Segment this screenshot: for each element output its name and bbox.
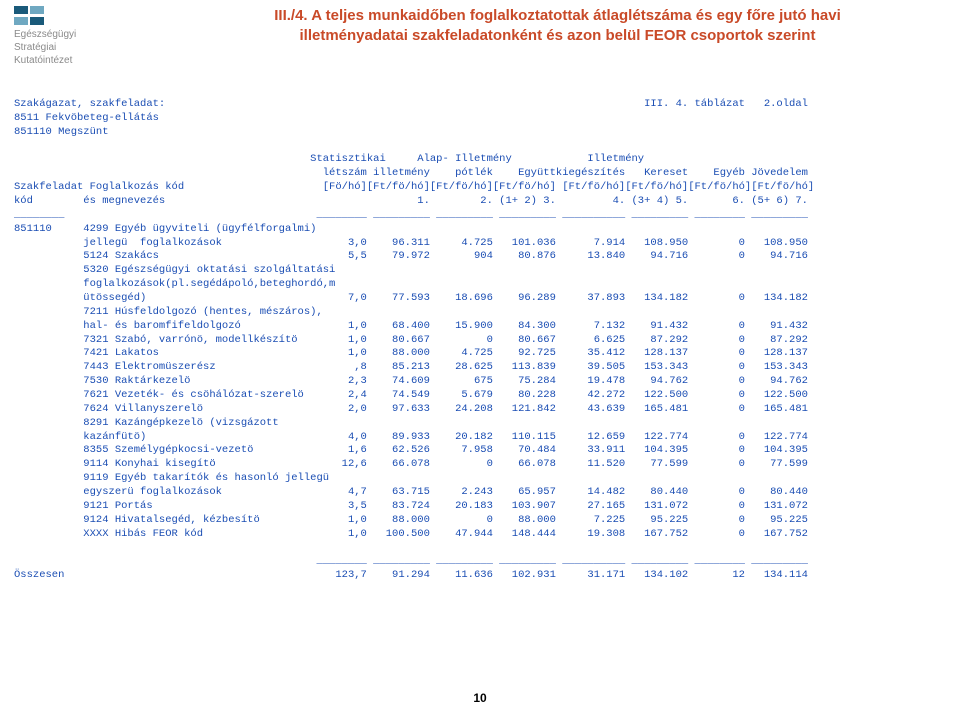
logo-bars	[14, 6, 76, 14]
logo-bars	[14, 17, 76, 25]
page-number: 10	[0, 691, 960, 705]
logo-bar	[30, 17, 44, 25]
title-line: illetményadatai szakfeladatonként és azo…	[185, 26, 930, 46]
logo-bar	[14, 6, 28, 14]
report-title: III./4. A teljes munkaidőben foglalkozta…	[185, 6, 930, 47]
logo-bar	[14, 17, 28, 25]
logo-text-line: Kutatóintézet	[14, 54, 76, 67]
report-table: Szakágazat, szakfeladat: III. 4. tábláza…	[14, 98, 946, 583]
logo-text-line: Egészségügyi	[14, 28, 76, 41]
title-line: III./4. A teljes munkaidőben foglalkozta…	[185, 6, 930, 26]
logo-bar	[30, 6, 44, 14]
logo-text-line: Stratégiai	[14, 41, 76, 54]
org-logo: Egészségügyi Stratégiai Kutatóintézet	[14, 6, 76, 67]
